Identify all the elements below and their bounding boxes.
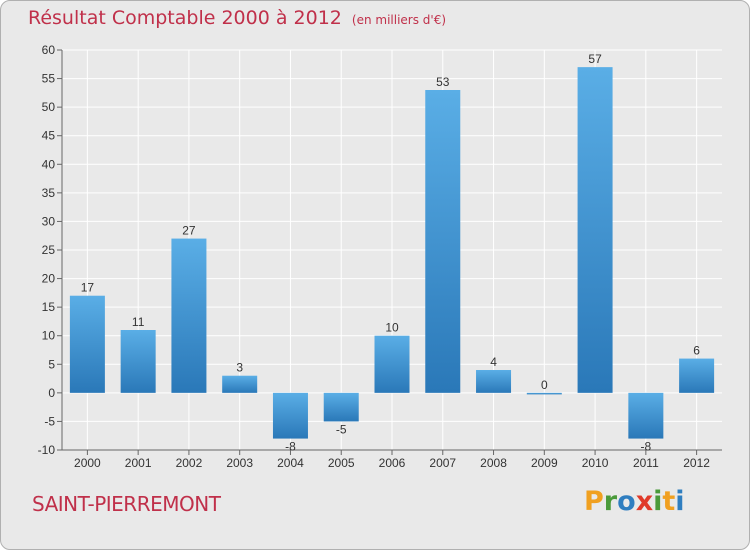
y-tick-label: 5 [48,357,55,371]
x-tick-label: 2006 [379,456,406,470]
y-tick-label: 20 [42,272,56,286]
data-label-2011: -8 [641,440,652,454]
bar-2004 [272,392,308,439]
data-label-layer: 17 11 27 3 -8 -5 10 53 4 0 57 -8 6 [81,52,701,453]
y-tick-label: 10 [42,329,56,343]
x-tick-label: 2009 [531,456,558,470]
data-label-2005: -5 [336,422,347,436]
y-tick-label: 45 [42,129,56,143]
x-tick-label: 2010 [582,456,609,470]
data-label-2003: 3 [236,361,243,375]
y-tick-label: -10 [38,443,56,457]
data-label-2000: 17 [81,281,95,295]
proxiti-logo: Proxiti [584,486,685,517]
x-tick-label: 2002 [176,456,203,470]
y-tick-label: 0 [48,386,55,400]
logo-letter: i [653,486,663,517]
x-tick-label: 2012 [683,456,710,470]
x-tick-label: 2007 [429,456,456,470]
bar-2003 [222,375,258,393]
bar-2012 [679,358,715,393]
y-tick-label: 60 [42,43,56,57]
commune-name: SAINT-PIERREMONT [32,492,221,516]
logo-letter: r [603,486,618,517]
data-label-2012: 6 [693,344,700,358]
chart-subtitle: (en milliers d'€) [351,13,447,27]
logo-letter: i [675,486,685,517]
bar-2008 [476,370,512,393]
bar-layer [69,67,715,439]
data-label-2001: 11 [132,315,145,329]
data-label-2006: 10 [385,321,399,335]
data-label-2007: 53 [436,75,450,89]
x-tick-label: 2001 [125,456,152,470]
bar-2006 [374,335,410,393]
chart-title: Résultat Comptable 2000 à 2012 (en millie… [28,7,446,29]
y-tick-label: 15 [42,300,56,314]
chart-title-text: Résultat Comptable 2000 à 2012 [28,7,342,29]
x-tick-label: 2011 [633,456,659,470]
y-tick-label: 55 [42,72,56,86]
x-tick-label: 2003 [226,456,253,470]
bar-2009 [526,392,562,395]
data-label-2009: 0 [541,378,548,392]
bar-2007 [425,90,461,393]
x-tick-label: 2000 [74,456,101,470]
data-label-2008: 4 [490,355,497,369]
y-tick-label: 50 [42,100,56,114]
y-tick-label: 40 [42,157,56,171]
bar-2000 [69,295,105,393]
y-tick-label: -5 [44,414,55,428]
logo-letter: x [635,486,654,517]
x-tick-label: 2004 [277,456,304,470]
x-tick-label: 2005 [328,456,355,470]
data-label-2010: 57 [588,52,602,66]
y-tick-label: 25 [42,243,56,257]
bar-2001 [120,330,156,393]
data-label-2004: -8 [285,440,296,454]
logo-letter: P [584,486,604,517]
bar-2005 [323,392,359,422]
x-tick-label: 2008 [480,456,507,470]
bar-2011 [628,392,664,439]
y-tick-label: 35 [42,186,56,200]
logo-letter: t [662,486,676,517]
y-tick-label: 30 [42,214,56,228]
bar-2002 [171,238,207,393]
data-label-2002: 27 [182,224,196,238]
logo-letter: o [617,486,636,517]
bar-2010 [577,67,613,393]
